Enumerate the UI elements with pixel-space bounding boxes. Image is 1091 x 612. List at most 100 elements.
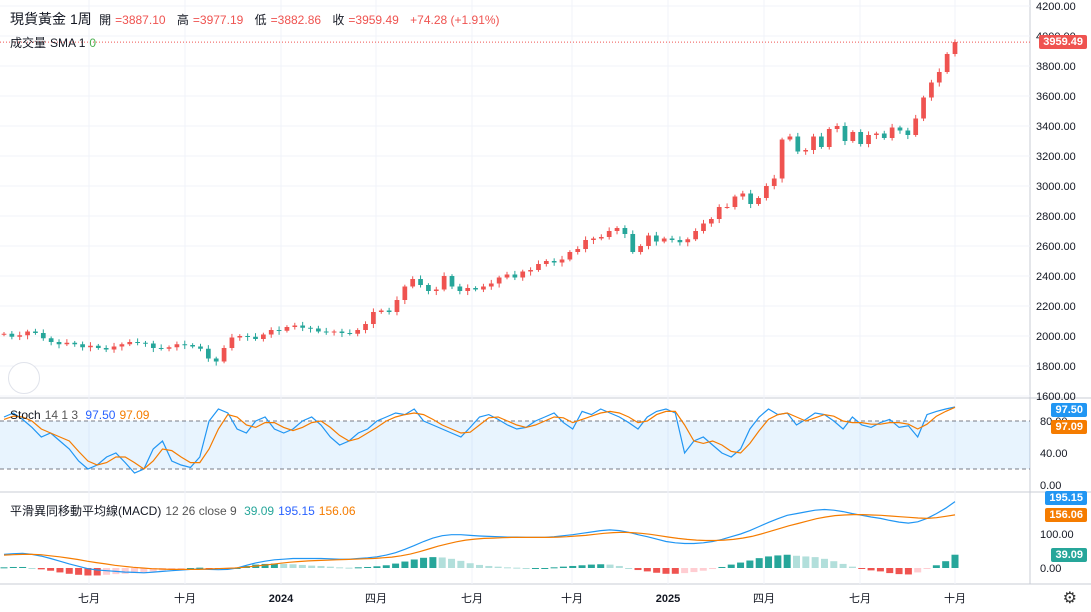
macd-hist-bar: [289, 564, 297, 568]
scroll-button[interactable]: [8, 362, 40, 394]
candle-body: [724, 207, 730, 208]
macd-hist-bar: [923, 568, 931, 569]
macd-hist-bar: [364, 566, 372, 568]
macd-hist-bar: [811, 557, 819, 568]
candle-body: [268, 330, 274, 335]
candle-body: [693, 231, 698, 240]
macd-hist-bar: [466, 563, 474, 568]
candle-body: [103, 348, 109, 350]
macd-hist-bar: [261, 563, 269, 568]
candle-body: [646, 235, 651, 246]
macd-hist-bar: [942, 561, 950, 568]
price-tick-label: 2400.00: [1036, 271, 1076, 283]
candle-body: [198, 346, 203, 349]
macd-hist-bar: [0, 567, 8, 569]
candle-body: [72, 342, 78, 345]
open-value: 開 =3887.10: [99, 13, 166, 27]
candle-body: [308, 327, 313, 329]
candle-body: [1, 333, 7, 335]
gear-icon[interactable]: ⚙: [1062, 590, 1077, 607]
candle-body: [150, 343, 156, 348]
macd-hist-bar: [336, 567, 344, 569]
candle-body: [834, 126, 840, 129]
price-tick-label: 2600.00: [1036, 241, 1076, 253]
macd-hist-bar: [503, 567, 511, 569]
macd-hist-bar: [802, 556, 810, 568]
price-tick-label: 1600.00: [1036, 391, 1076, 403]
candle-body: [323, 331, 329, 333]
macd-hist-bar: [886, 568, 894, 574]
macd-hist-bar: [56, 568, 64, 573]
stoch-d-value: 97.09: [119, 408, 150, 422]
time-tick-label: 十月: [944, 591, 966, 605]
macd-hist-bar: [746, 560, 754, 568]
candle-body: [559, 259, 565, 263]
macd-hist-bar: [559, 566, 567, 568]
macd-hist-bar: [690, 568, 698, 573]
macd-hist-bar: [848, 566, 856, 568]
macd-hist-bar: [131, 568, 139, 574]
symbol-legend: 現貨黃金 1周 開 =3887.10 高 =3977.19 低 =3882.86 收 =3…: [10, 9, 504, 29]
macd-hist-bar: [606, 564, 614, 568]
candle-body: [496, 277, 502, 284]
candle-body: [536, 264, 541, 270]
symbol-name[interactable]: 現貨黃金: [10, 11, 66, 27]
time-tick-label: 十月: [561, 591, 583, 605]
time-tick-label: 2024: [269, 593, 294, 605]
candle-body: [300, 325, 306, 328]
candle-body: [606, 231, 612, 237]
macd-hist-bar: [420, 557, 428, 568]
price-tick-label: 4200.00: [1036, 1, 1076, 13]
candle-body: [331, 331, 337, 333]
candle-body: [614, 228, 620, 231]
macd-hist-bar: [643, 568, 651, 572]
macd-legend[interactable]: 平滑異同移動平均線(MACD) 12 26 close 9 39.09 195.15…: [10, 502, 360, 519]
candle-body: [119, 344, 125, 347]
volume-value: 0: [89, 36, 97, 50]
candle-body: [386, 310, 392, 312]
macd-hist-bar: [699, 568, 707, 571]
time-tick-label: 四月: [365, 593, 387, 605]
price-tick-label: 2800.00: [1036, 211, 1076, 223]
candle-body: [803, 150, 809, 152]
macd-hist-bar: [448, 558, 456, 568]
candle-body: [952, 42, 958, 54]
candle-body: [661, 238, 667, 242]
candle-body: [473, 288, 478, 290]
candle-body: [17, 335, 23, 337]
candle-body: [677, 240, 683, 243]
candle-body: [504, 274, 510, 278]
candle-body: [551, 261, 557, 263]
candle-body: [944, 54, 950, 72]
stoch-legend[interactable]: Stoch 14 1 3 97.50 97.09: [10, 408, 153, 422]
low-value: 低 =3882.86: [254, 13, 322, 27]
candle-body: [936, 72, 942, 83]
candle-body: [583, 240, 588, 249]
macd-hist-bar: [149, 568, 157, 572]
macd-line-1: [3, 513, 956, 571]
macd-hist-bar: [410, 559, 418, 568]
macd-hist-bar: [196, 567, 204, 569]
time-tick-label: 四月: [753, 593, 775, 605]
macd-hist-bar: [774, 555, 782, 568]
candle-body: [622, 228, 628, 234]
candle-body: [598, 237, 604, 239]
candle-body: [858, 132, 864, 144]
price-badge: 3959.49: [1039, 35, 1087, 49]
candle-body: [48, 338, 54, 342]
macd-hist-bar: [578, 565, 586, 568]
macd-hist-bar: [932, 565, 940, 568]
candle-body: [316, 328, 321, 332]
candle-body: [261, 334, 266, 339]
macd-hist-bar: [615, 565, 623, 568]
candle-body: [363, 324, 368, 330]
signal-badge: 156.06: [1045, 508, 1087, 522]
candle-body: [441, 276, 447, 290]
interval[interactable]: 1周: [70, 11, 92, 27]
macd-hist-bar: [765, 556, 773, 568]
stoch-params: 14 1 3: [44, 408, 79, 422]
price-tick-label: 3600.00: [1036, 91, 1076, 103]
macd-hist-bar: [783, 554, 791, 568]
candle-body: [127, 342, 133, 345]
